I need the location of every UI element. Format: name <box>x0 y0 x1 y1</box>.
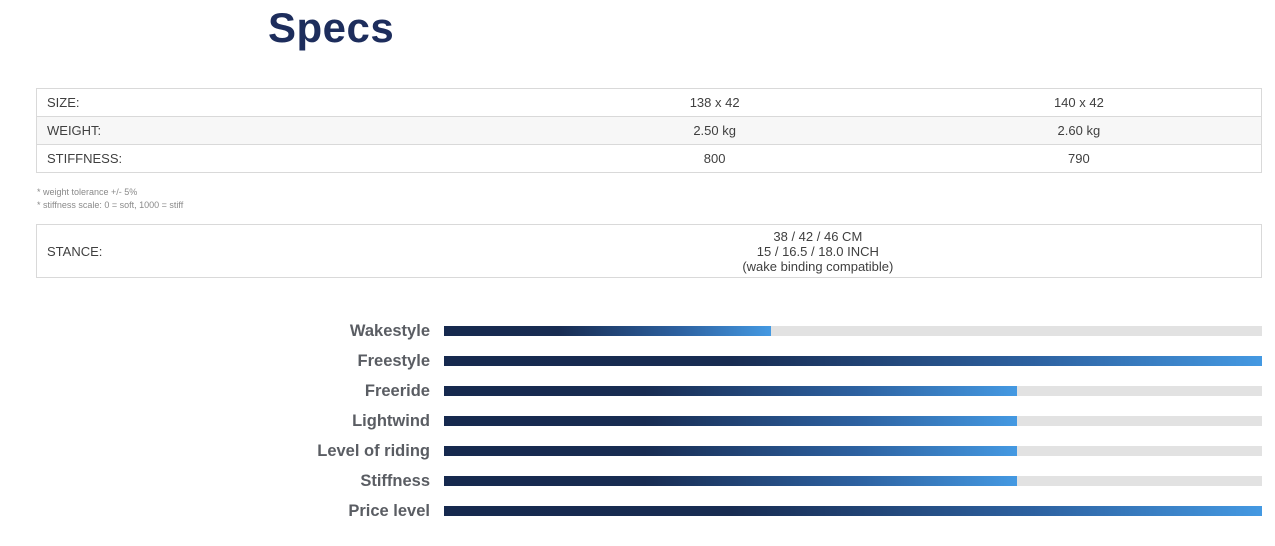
rating-track-freeride <box>444 386 1262 396</box>
rating-track-wakestyle <box>444 326 1262 336</box>
rating-fill-lightwind <box>444 416 1017 426</box>
page-title: Specs <box>268 4 395 51</box>
footnote-stiffness-scale: * stiffness scale: 0 = soft, 1000 = stif… <box>37 200 184 210</box>
rating-fill-level-of-riding <box>444 446 1017 456</box>
stance-label: STANCE: <box>35 224 533 278</box>
spec-value-weight-2: 2.60 kg <box>896 116 1262 145</box>
rating-row-lightwind: Lightwind <box>0 406 1262 436</box>
spec-value-stiffness-1: 800 <box>532 144 897 173</box>
spec-label-stiffness: STIFFNESS: <box>35 144 533 173</box>
rating-fill-stiffness <box>444 476 1017 486</box>
rating-track-price-level <box>444 506 1262 516</box>
rating-track-freestyle <box>444 356 1262 366</box>
spec-value-size-2: 140 x 42 <box>896 88 1262 117</box>
spec-value-stiffness-2: 790 <box>896 144 1262 173</box>
rating-label-stiffness: Stiffness <box>360 471 430 490</box>
stance-binding-note: (wake binding compatible) <box>742 258 894 274</box>
stance-inch: 15 / 16.5 / 18.0 INCH <box>756 243 879 259</box>
stance-value: 38 / 42 / 46 CM 15 / 16.5 / 18.0 INCH (w… <box>532 224 1104 278</box>
rating-row-level-of-riding: Level of riding <box>0 436 1262 466</box>
rating-track-stiffness <box>444 476 1262 486</box>
table-row-size: SIZE: 138 x 42 140 x 42 <box>35 88 1262 117</box>
rating-row-freeride: Freeride <box>0 376 1262 406</box>
rating-fill-freestyle <box>444 356 1262 366</box>
rating-label-level-of-riding: Level of riding <box>317 441 430 460</box>
table-row-weight: WEIGHT: 2.50 kg 2.60 kg <box>35 116 1262 145</box>
rating-row-freestyle: Freestyle <box>0 346 1262 376</box>
rating-fill-freeride <box>444 386 1017 396</box>
rating-label-freeride: Freeride <box>364 381 430 400</box>
spec-value-size-1: 138 x 42 <box>532 88 897 117</box>
stance-cm: 38 / 42 / 46 CM <box>773 228 863 244</box>
table-row-stiffness: STIFFNESS: 800 790 <box>35 144 1262 173</box>
rating-row-stiffness: Stiffness <box>0 466 1262 496</box>
rating-track-level-of-riding <box>444 446 1262 456</box>
rating-label-wakestyle: Wakestyle <box>349 321 430 340</box>
spec-label-weight: WEIGHT: <box>35 116 533 145</box>
rating-row-wakestyle: Wakestyle <box>0 316 1262 346</box>
spec-value-weight-1: 2.50 kg <box>532 116 897 145</box>
rating-label-lightwind: Lightwind <box>352 411 430 430</box>
rating-fill-wakestyle <box>444 326 772 336</box>
specs-table: SIZE: 138 x 42 140 x 42 WEIGHT: 2.50 kg … <box>35 88 1262 173</box>
footnote-weight-tolerance: * weight tolerance +/- 5% <box>37 187 138 197</box>
stance-table: STANCE: 38 / 42 / 46 CM 15 / 16.5 / 18.0… <box>35 224 1263 278</box>
table-row-stance: STANCE: 38 / 42 / 46 CM 15 / 16.5 / 18.0… <box>35 224 1263 278</box>
footnotes: * weight tolerance +/- 5% * stiffness sc… <box>37 186 183 212</box>
rating-fill-price-level <box>444 506 1262 516</box>
rating-row-price-level: Price level <box>0 496 1262 526</box>
rating-track-lightwind <box>444 416 1262 426</box>
spec-label-size: SIZE: <box>35 88 533 117</box>
stance-filler-cell <box>1103 224 1263 278</box>
rating-label-freestyle: Freestyle <box>357 351 430 370</box>
ratings-chart: Wakestyle Freestyle Freeride Lightwind L <box>0 316 1262 526</box>
rating-label-price-level: Price level <box>348 501 430 520</box>
